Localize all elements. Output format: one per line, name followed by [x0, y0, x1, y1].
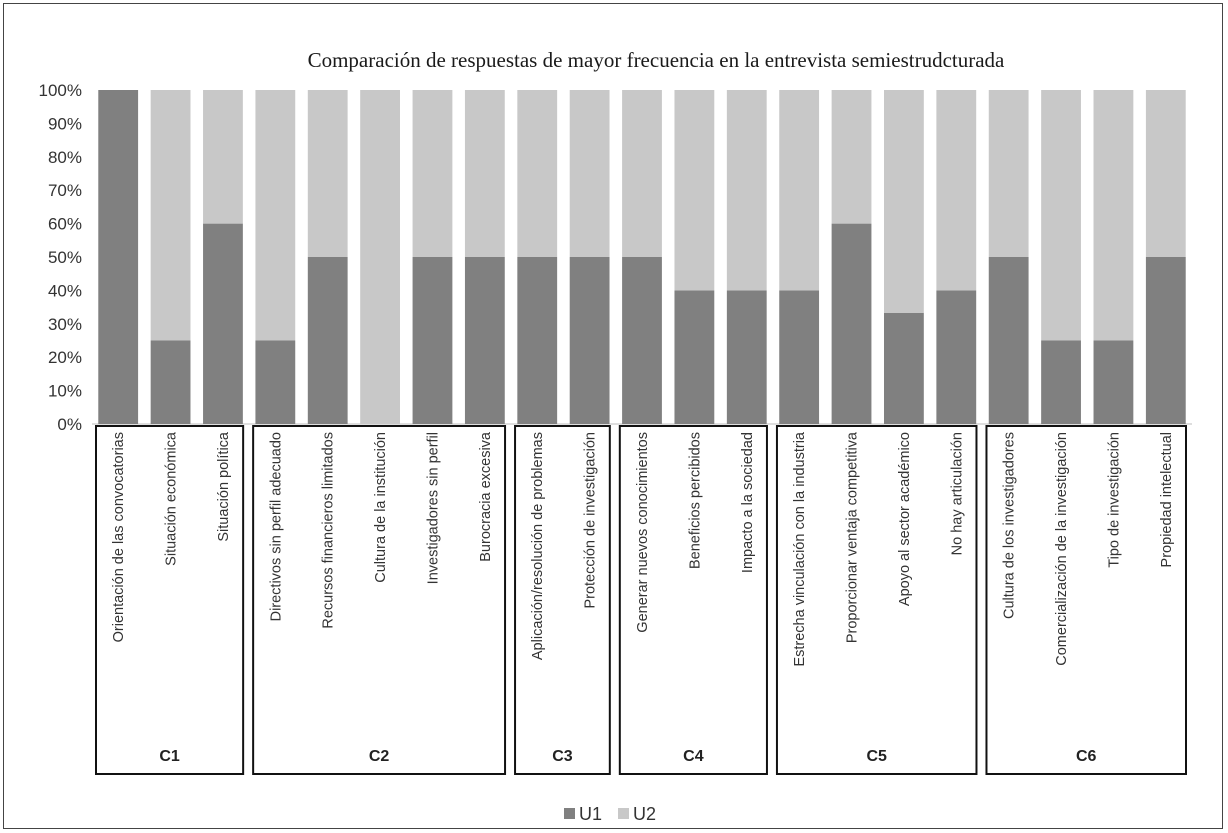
category-label: Situación económica: [164, 431, 180, 566]
category-group-box: [775, 425, 978, 775]
category-group-box: [618, 425, 768, 775]
legend-swatch-u1: [564, 808, 575, 819]
bar-segment-u2: [255, 90, 296, 341]
chart-title: Comparación de respuestas de mayor frecu…: [308, 48, 1005, 72]
category-label: Estrecha vinculación con la industria: [792, 431, 808, 666]
category-label: Impacto a la sociedad: [740, 432, 756, 573]
category-group-label: C1: [159, 748, 180, 765]
stacked-bar-chart: Comparación de respuestas de mayor frecu…: [39, 48, 1192, 824]
y-tick-label: 20%: [48, 348, 82, 367]
bar-segment-u1: [203, 223, 243, 424]
bar-segment-u2: [412, 90, 453, 257]
bar-segment-u2: [831, 90, 872, 224]
category-label: Investigadores sin perfil: [425, 432, 441, 584]
category-group-box: [514, 425, 611, 775]
bar-segment-u2: [884, 90, 924, 313]
chart-frame: Comparación de respuestas de mayor frecu…: [3, 3, 1223, 829]
category-group-label: C3: [552, 748, 573, 765]
bar-segment-u1: [779, 290, 820, 424]
category-group-box: [95, 425, 245, 775]
bar-segment-u1: [726, 290, 767, 424]
bar-segment-u1: [412, 257, 453, 424]
bar-segment-u2: [517, 90, 558, 257]
category-group-label: C6: [1076, 748, 1097, 765]
bar-segment-u2: [674, 90, 715, 291]
category-label: Beneficios percibidos: [687, 432, 703, 569]
bar-segment-u2: [1093, 90, 1134, 341]
bar-segment-u2: [622, 90, 662, 257]
category-label: Generar nuevos conocimientos: [635, 432, 651, 633]
bar-segment-u2: [150, 90, 191, 341]
legend-label: U2: [633, 804, 656, 824]
category-group-label: C2: [369, 748, 390, 765]
category-group-label: C4: [683, 748, 704, 765]
legend: U1 U2: [564, 804, 656, 824]
category-label: Aplicación/resolución de problemas: [530, 432, 546, 660]
y-tick-label: 30%: [48, 315, 82, 334]
y-tick-label: 10%: [48, 382, 82, 401]
bar-segment-u1: [255, 340, 296, 424]
category-label: Directivos sin perfil adecuado: [268, 432, 284, 621]
bar-segment-u2: [936, 90, 977, 291]
y-tick-label: 70%: [48, 181, 82, 200]
bar-segment-u1: [569, 257, 610, 424]
category-label: Orientación de las convocatorias: [111, 432, 127, 642]
category-group-box: [252, 425, 507, 775]
category-label: Protección de investigación: [583, 432, 599, 609]
bar-segment-u1: [622, 257, 662, 424]
category-label: Comercialización de la investigación: [1054, 432, 1070, 666]
y-tick-label: 60%: [48, 215, 82, 234]
category-label: Burocracia excesiva: [478, 431, 494, 562]
y-axis: 0% 10% 20% 30% 40% 50% 60% 70% 80% 90% 100%: [39, 81, 1192, 434]
bar-segment-u2: [569, 90, 610, 257]
bar-segment-u2: [307, 90, 348, 257]
category-label: Cultura de la institución: [373, 432, 389, 583]
category-label: Cultura de los investigadores: [1002, 432, 1018, 619]
category-label: Apoyo al sector académico: [897, 432, 913, 606]
bar-segment-u1: [1093, 340, 1134, 424]
category-group-label: C5: [866, 748, 887, 765]
bar-segment-u2: [1041, 90, 1081, 341]
legend-label: U1: [579, 804, 602, 824]
bar-segment-u1: [517, 257, 558, 424]
bar-segment-u2: [360, 90, 400, 424]
category-group-box: [985, 425, 1187, 775]
bar-segment-u2: [1145, 90, 1186, 257]
category-label: Proporcionar ventaja competitiva: [845, 431, 861, 643]
y-tick-label: 50%: [48, 248, 82, 267]
bar-segment-u1: [464, 257, 505, 424]
x-axis-labels: Orientación de las convocatorias Situació…: [111, 431, 1175, 666]
category-groups: C1 C2 C3 C4 C5 C6: [95, 425, 1187, 775]
bar-segment-u2: [726, 90, 767, 291]
y-tick-label: 100%: [39, 81, 82, 100]
y-tick-label: 0%: [57, 415, 82, 434]
category-label: Propiedad intelectual: [1159, 432, 1175, 567]
category-label: Tipo de investigación: [1106, 432, 1122, 568]
category-label: Situación política: [216, 431, 232, 542]
y-tick-label: 80%: [48, 148, 82, 167]
bar-segment-u1: [98, 90, 139, 424]
bar-segment-u2: [988, 90, 1029, 257]
category-label: Recursos financieros limitados: [321, 432, 337, 629]
category-label: No hay articulación: [949, 432, 965, 555]
bar-segment-u2: [779, 90, 820, 291]
bar-segment-u1: [936, 290, 977, 424]
bar-segment-u2: [464, 90, 505, 257]
bar-segment-u1: [150, 340, 191, 424]
y-tick-label: 90%: [48, 114, 82, 133]
bar-segment-u1: [1041, 340, 1081, 424]
bar-segment-u1: [307, 257, 348, 424]
legend-swatch-u2: [618, 808, 629, 819]
bar-segment-u1: [674, 290, 715, 424]
y-tick-label: 40%: [48, 281, 82, 300]
bar-segment-u1: [988, 257, 1029, 424]
bar-segment-u1: [831, 223, 872, 424]
bars: [98, 90, 1186, 424]
bar-segment-u1: [884, 312, 924, 424]
bar-segment-u2: [203, 90, 243, 224]
bar-segment-u1: [1145, 257, 1186, 424]
